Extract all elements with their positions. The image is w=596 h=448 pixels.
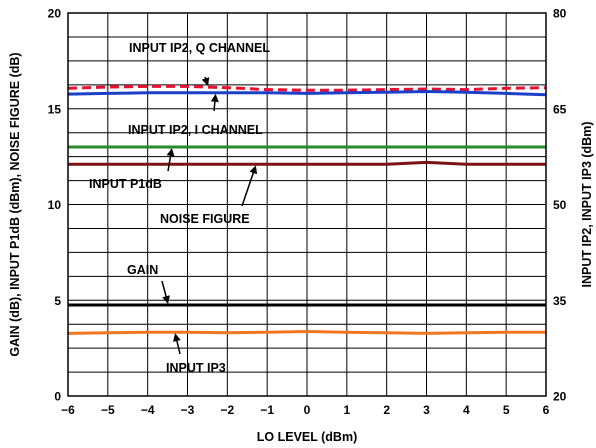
left-y-axis-title: GAIN (dB), INPUT P1dB (dBm), NOISE FIGUR… <box>8 52 22 356</box>
annotation-label-ip2i: INPUT IP2, I CHANNEL <box>128 123 263 137</box>
annotation-arrow-p1db <box>166 148 175 172</box>
left-y-tick-label: 10 <box>48 198 62 212</box>
series-line-ip2q <box>67 84 547 92</box>
series-lines <box>67 84 547 335</box>
annotations: INPUT IP2, Q CHANNEL INPUT IP2, I CHANNEL… <box>89 41 270 375</box>
x-tick-label: 4 <box>463 403 470 417</box>
annotation-label-gain: GAIN <box>127 263 158 277</box>
right-y-axis-title: INPUT IP2, INPUT IP3 (dBm) <box>580 122 594 288</box>
grid <box>67 12 547 397</box>
series-line-ip2i <box>67 90 547 97</box>
annotation-label-ip2q: INPUT IP2, Q CHANNEL <box>129 41 270 55</box>
x-tick-label: −3 <box>181 403 195 417</box>
series-line-nf <box>68 160 546 166</box>
left-y-tick-label: 5 <box>54 294 61 308</box>
x-tick-label: 3 <box>423 403 430 417</box>
x-tick-label: 5 <box>503 403 510 417</box>
x-tick-label: 6 <box>543 403 550 417</box>
x-tick-label: −2 <box>220 403 234 417</box>
annotation-label-ip3: INPUT IP3 <box>166 361 226 375</box>
annotation-arrow-ip2i <box>210 93 219 112</box>
right-y-tick-label: 35 <box>553 294 567 308</box>
series-line-ip3 <box>67 330 546 335</box>
tick-labels: −6 −5 −4 −3 −2 −1 0 1 2 3 4 5 6 0 5 10 15 20 20 35 50 65 80 <box>48 7 567 418</box>
x-axis-title: LO LEVEL (dBm) <box>257 430 357 444</box>
annotation-arrow-ip3 <box>173 333 181 355</box>
x-tick-label: −6 <box>61 403 75 417</box>
x-tick-label: 2 <box>383 403 390 417</box>
x-tick-label: −5 <box>101 403 115 417</box>
right-y-tick-label: 65 <box>553 102 567 116</box>
left-y-tick-label: 15 <box>48 102 62 116</box>
x-tick-label: 1 <box>343 403 350 417</box>
right-y-tick-label: 80 <box>553 7 567 21</box>
plot-frame <box>67 12 547 397</box>
left-y-tick-label: 20 <box>48 7 62 21</box>
x-tick-label: 0 <box>304 403 311 417</box>
x-tick-label: −4 <box>141 403 155 417</box>
left-y-tick-label: 0 <box>54 390 61 404</box>
annotation-arrow-nf <box>241 165 258 207</box>
annotation-arrow-ip2q <box>201 76 210 86</box>
annotation-label-nf: NOISE FIGURE <box>160 212 250 226</box>
annotation-label-p1db: INPUT P1dB <box>89 177 162 191</box>
right-y-tick-label: 20 <box>553 390 567 404</box>
x-tick-label: −1 <box>260 403 274 417</box>
right-y-tick-label: 50 <box>553 198 567 212</box>
annotation-arrow-gain <box>161 280 170 304</box>
